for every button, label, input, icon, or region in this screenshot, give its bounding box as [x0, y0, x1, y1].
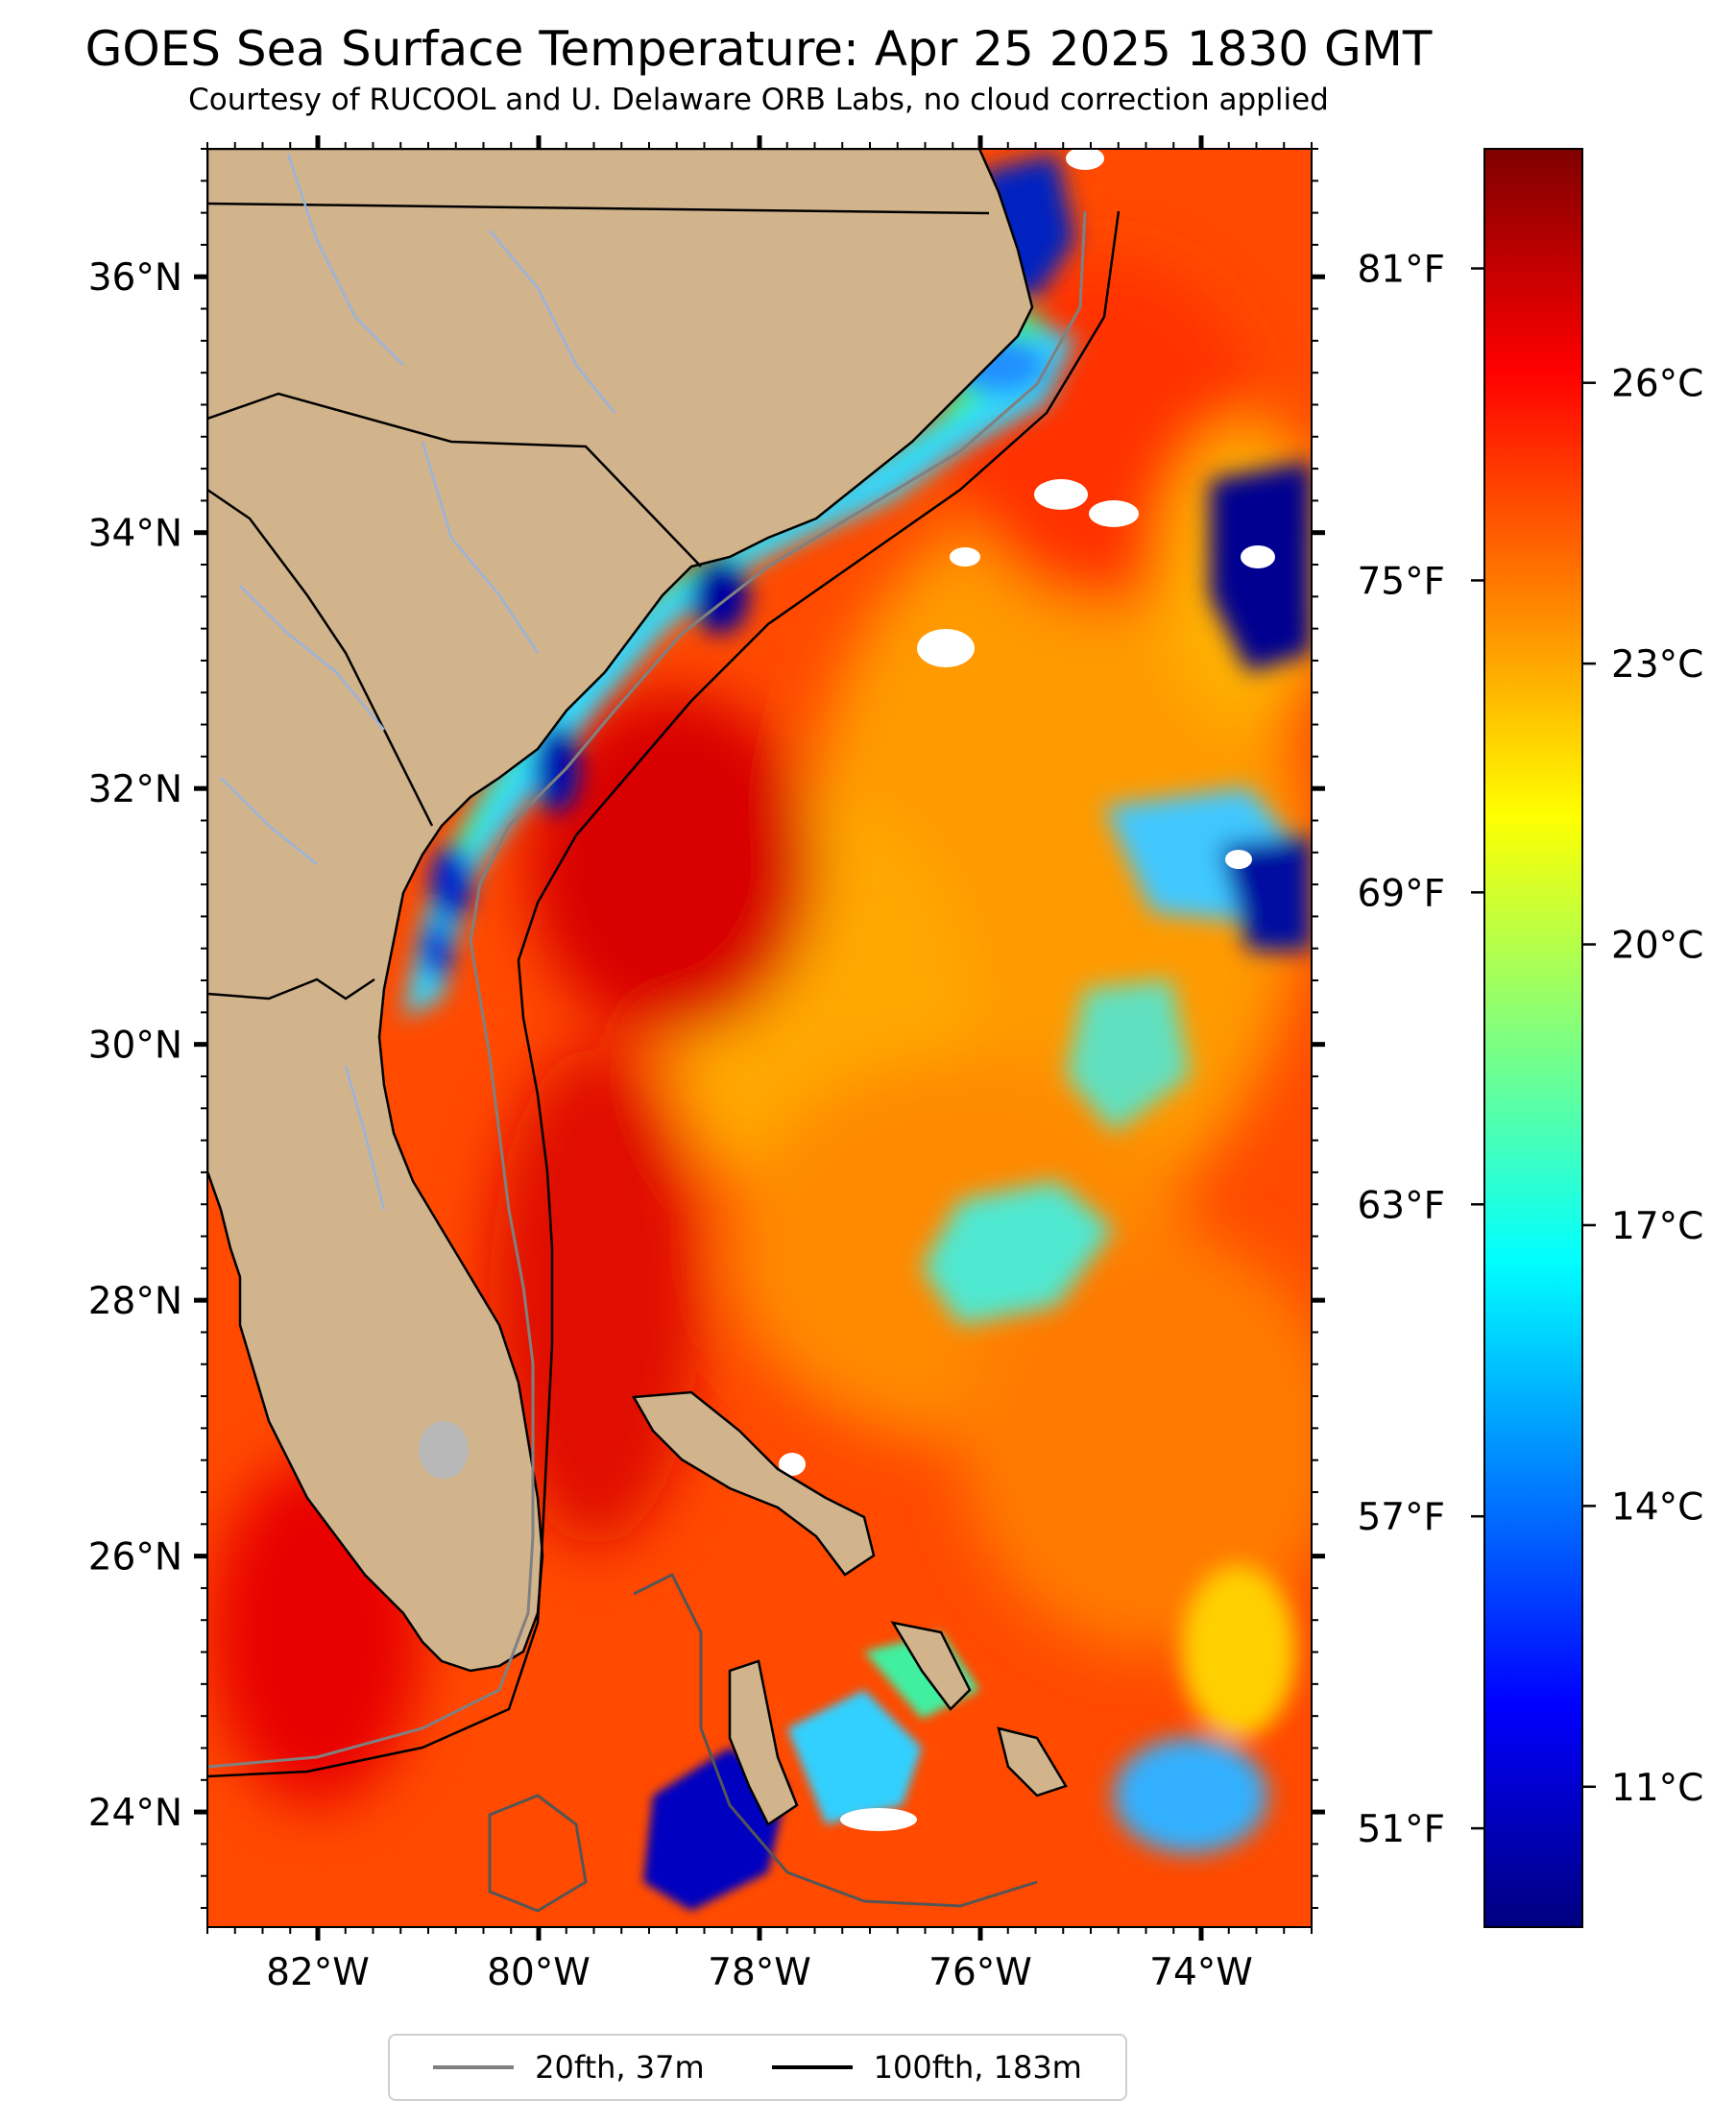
- cloud-mask: [779, 149, 1275, 1831]
- fahrenheit-tick-label: 81°F: [1357, 249, 1445, 292]
- fahrenheit-tick-label: 57°F: [1357, 1496, 1445, 1539]
- fahrenheit-tick-label: 69°F: [1357, 872, 1445, 915]
- lat-tick-label: 28°N: [88, 1280, 182, 1323]
- land: [207, 149, 1068, 1826]
- celsius-tick-label: 26°C: [1611, 363, 1703, 406]
- legend-swatch-20fth: [433, 2065, 515, 2069]
- legend-label-20fth: 20fth, 37m: [535, 2049, 705, 2086]
- lat-tick-label: 32°N: [88, 768, 182, 811]
- lon-tick-label: 80°W: [487, 1951, 591, 1994]
- colorbar: [1483, 148, 1583, 1928]
- lat-tick-label: 24°N: [88, 1792, 182, 1835]
- celsius-tick-label: 14°C: [1611, 1485, 1703, 1529]
- fahrenheit-tick-label: 51°F: [1357, 1808, 1445, 1851]
- lat-tick-label: 36°N: [88, 256, 182, 300]
- lat-tick-label: 30°N: [88, 1025, 182, 1068]
- celsius-tick-label: 20°C: [1611, 925, 1703, 968]
- celsius-tick-label: 23°C: [1611, 643, 1703, 687]
- contour-legend: 20fth, 37m 100fth, 183m: [388, 2034, 1127, 2101]
- sst-field: [207, 149, 1312, 1927]
- map-axis-ticks: 82°W 80°W 78°W 76°W 74°W 24°N 26°N 28°N 30°N 32°N…: [88, 135, 1325, 1994]
- lon-tick-label: 74°W: [1149, 1951, 1253, 1994]
- lake-okeechobee: [419, 1421, 469, 1479]
- state-borders: [207, 202, 990, 1001]
- contour-20fth: [207, 210, 1087, 1769]
- colorbar-ticks: 11°C 14°C 17°C 20°C 23°C 26°C 51°F 57°F 63°F 69°F…: [1357, 249, 1703, 1852]
- lat-tick-label: 34°N: [88, 513, 182, 556]
- lon-tick-label: 82°W: [266, 1951, 370, 1994]
- legend-label-100fth: 100fth, 183m: [873, 2049, 1082, 2086]
- fahrenheit-tick-label: 63°F: [1357, 1184, 1445, 1227]
- fahrenheit-tick-label: 75°F: [1357, 560, 1445, 603]
- map-title: GOES Sea Surface Temperature: Apr 25 202…: [84, 21, 1433, 77]
- celsius-tick-label: 11°C: [1611, 1767, 1703, 1810]
- map-subtitle: Courtesy of RUCOOL and U. Delaware ORB L…: [188, 83, 1329, 117]
- legend-swatch-100fth: [771, 2065, 853, 2069]
- legend-item-20fth: 20fth, 37m: [433, 2049, 705, 2086]
- celsius-tick-label: 17°C: [1611, 1205, 1703, 1248]
- legend-item-100fth: 100fth, 183m: [771, 2049, 1082, 2086]
- lon-tick-label: 78°W: [708, 1951, 811, 1994]
- contour-100fth: [207, 210, 1121, 1778]
- lat-tick-label: 26°N: [88, 1536, 182, 1580]
- lon-tick-label: 76°W: [928, 1951, 1032, 1994]
- rivers: [220, 153, 615, 1211]
